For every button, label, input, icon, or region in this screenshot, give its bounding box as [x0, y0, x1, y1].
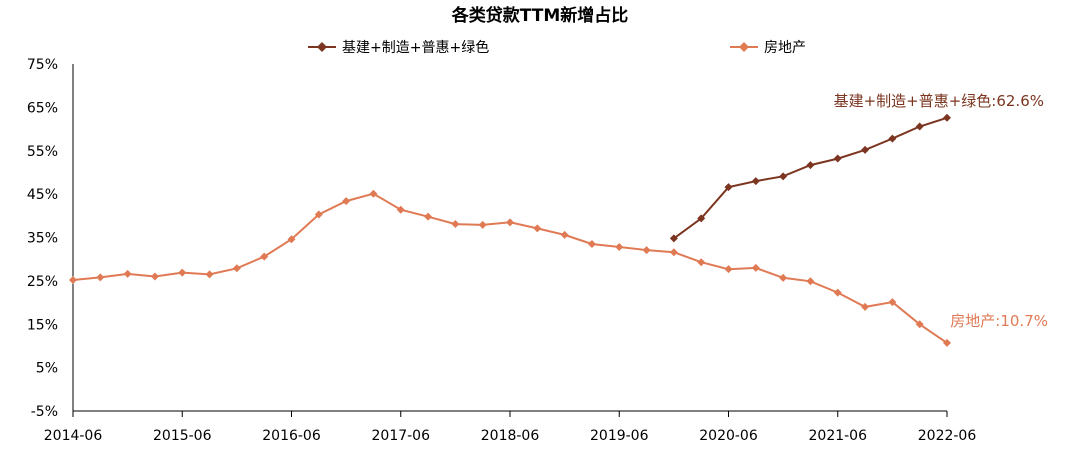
legend-marker-realestate	[739, 42, 749, 52]
y-tick-label: 65%	[27, 100, 58, 116]
x-axis: 2014-06 2015-06 2016-06 2017-06 2018-06 2019-…	[44, 64, 977, 444]
data-point	[232, 264, 241, 273]
x-tick-label: 2022-06	[918, 428, 977, 444]
data-point	[96, 273, 105, 282]
data-point	[506, 218, 514, 227]
data-point	[697, 214, 706, 223]
legend-label-realestate: 房地产	[764, 40, 806, 56]
data-point	[888, 134, 897, 143]
data-point	[779, 172, 788, 181]
data-point	[396, 205, 405, 214]
data-point	[260, 252, 269, 261]
data-point	[697, 258, 706, 267]
data-point	[642, 246, 651, 255]
y-tick-label: 55%	[27, 144, 58, 160]
data-point	[69, 276, 77, 285]
data-point	[915, 320, 924, 329]
data-point	[751, 263, 760, 272]
x-tick-label: 2014-06	[44, 428, 103, 444]
y-tick-label: 75%	[27, 57, 58, 73]
data-point	[150, 272, 159, 281]
series-layer	[69, 113, 951, 347]
x-tick-label: 2021-06	[809, 428, 868, 444]
data-point	[287, 235, 296, 244]
data-point	[943, 338, 951, 347]
x-tick-label: 2018-06	[481, 428, 540, 444]
annotation-infra: 基建+制造+普惠+绿色:62.6%	[834, 92, 1044, 110]
data-point	[861, 302, 870, 311]
y-tick-label: 45%	[27, 187, 58, 203]
data-point	[806, 277, 815, 286]
chart-title: 各类贷款TTM新增占比	[451, 5, 629, 26]
y-tick-label: 25%	[27, 274, 58, 290]
data-point	[615, 243, 624, 252]
data-point	[560, 230, 569, 239]
data-point	[669, 234, 678, 243]
series-line-1	[72, 192, 948, 344]
y-tick-label: 5%	[36, 361, 58, 377]
data-point	[779, 273, 788, 282]
data-point	[451, 220, 460, 229]
data-point	[123, 269, 132, 278]
data-point	[669, 248, 678, 257]
data-point	[888, 298, 897, 307]
y-tick-label: -5%	[31, 404, 58, 420]
data-point	[943, 113, 951, 122]
data-point	[314, 210, 323, 219]
data-point	[478, 220, 487, 229]
data-point	[342, 197, 351, 206]
legend-label-infra: 基建+制造+普惠+绿色	[342, 39, 489, 56]
legend: 基建+制造+普惠+绿色 房地产	[308, 39, 806, 56]
data-point	[369, 189, 378, 198]
data-point	[587, 240, 596, 249]
data-point	[833, 288, 842, 297]
y-tick-label: 15%	[27, 317, 58, 333]
x-tick-label: 2015-06	[153, 428, 212, 444]
x-tick-label: 2019-06	[590, 428, 649, 444]
data-point	[861, 145, 870, 154]
data-point	[806, 161, 815, 170]
x-tick-label: 2017-06	[372, 428, 431, 444]
data-point	[424, 212, 433, 221]
data-point	[751, 177, 760, 186]
series-line-0	[673, 116, 948, 240]
y-tick-label: 35%	[27, 231, 58, 247]
data-point	[724, 265, 733, 274]
legend-marker-infra	[317, 42, 327, 52]
annotation-realestate: 房地产:10.7%	[950, 312, 1048, 330]
data-point	[915, 122, 924, 131]
data-point	[205, 270, 214, 279]
x-tick-label: 2020-06	[699, 428, 758, 444]
x-tick-label: 2016-06	[262, 428, 321, 444]
data-point	[178, 268, 187, 277]
data-point	[833, 154, 842, 163]
data-point	[724, 183, 733, 192]
data-point	[533, 224, 542, 233]
y-axis-ticks: 75% 65% 55% 45% 35% 25% 15% 5% -5%	[27, 57, 58, 420]
